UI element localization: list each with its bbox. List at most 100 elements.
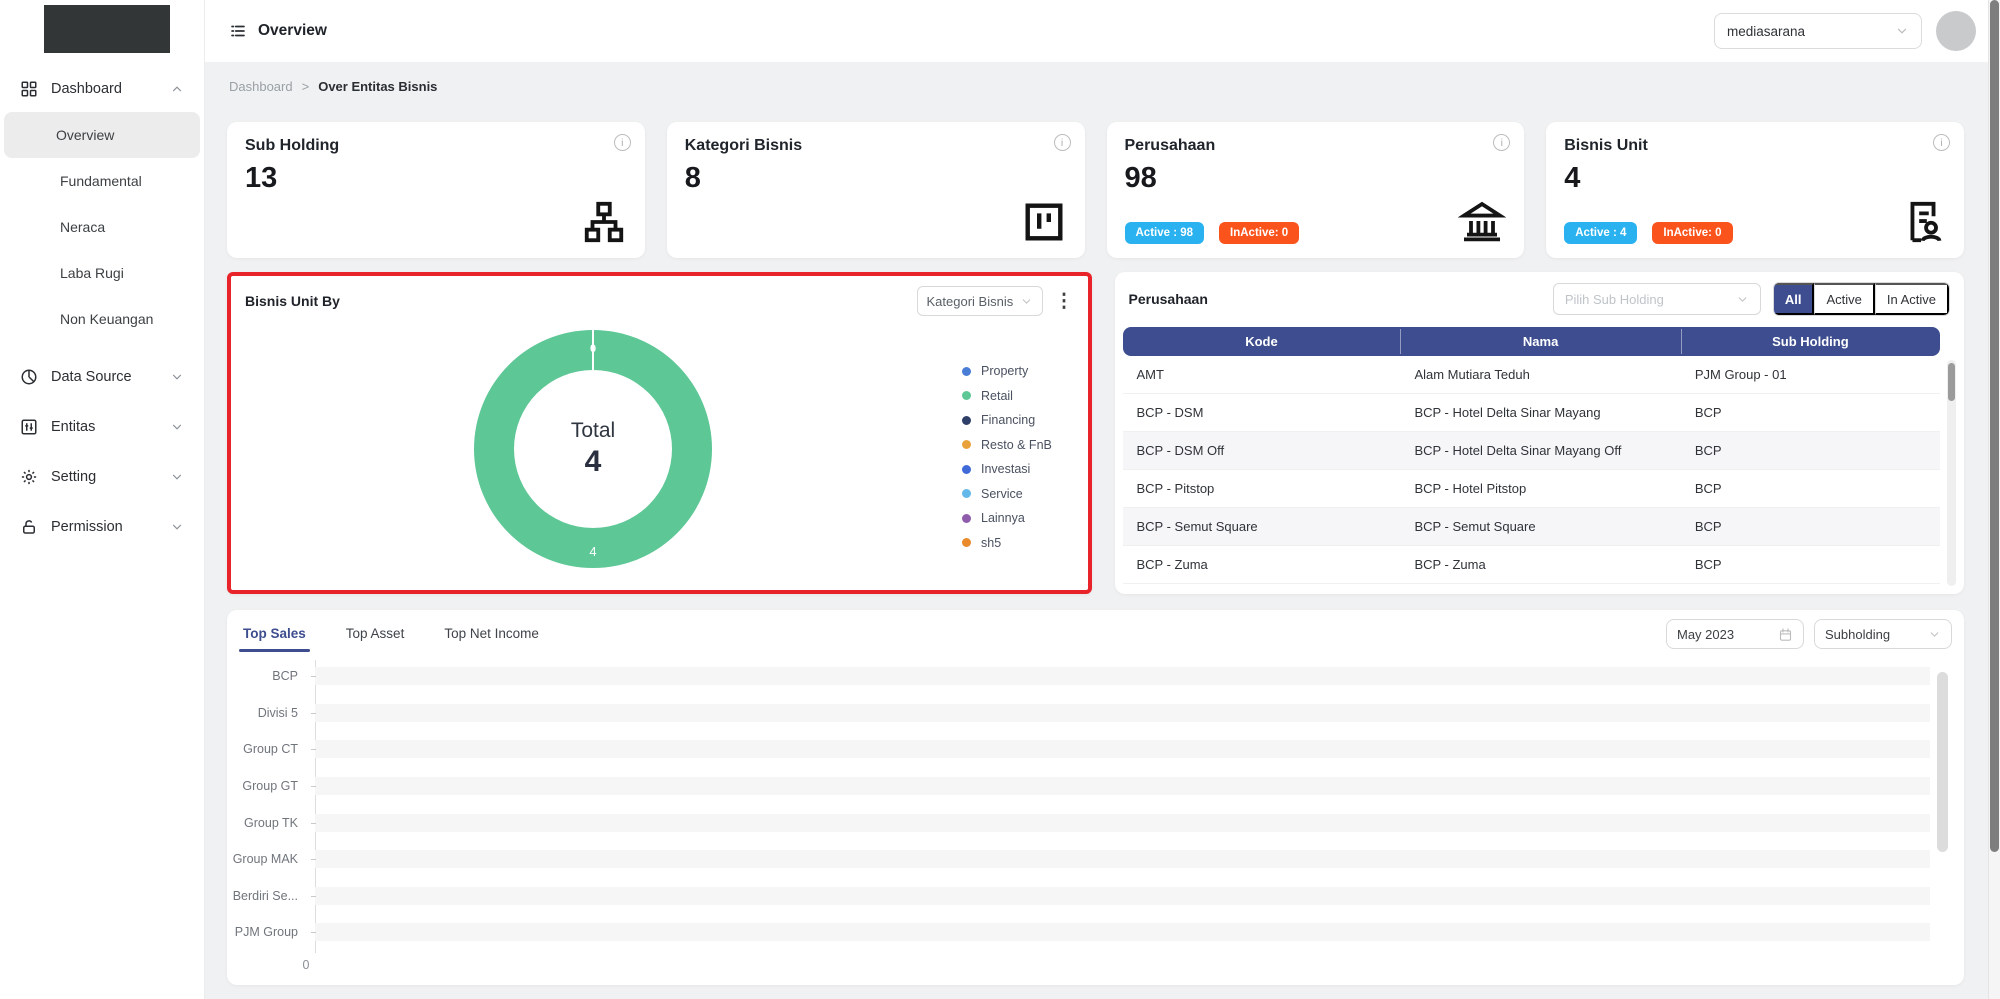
info-icon[interactable]: i [1053,134,1071,151]
donut-total-value: 4 [584,445,602,478]
legend-item-service[interactable]: Service [962,487,1052,501]
legend-label: Service [981,486,1023,501]
donut-chart[interactable]: 0 4 Total 4 [474,330,712,568]
legend-label: Investasi [981,462,1031,476]
status-filter-group: All Active In Active [1772,282,1950,316]
bisnis-unit-by-panel: Bisnis Unit By Kategori Bisnis ⋮ 0 4 Tot… [227,272,1092,594]
kategori-bisnis-select-value: Kategori Bisnis [926,293,1014,309]
chevron-down-icon [1895,24,1909,38]
table-row[interactable]: BCP - Pitstop BCP - Hotel Pitstop BCP [1122,470,1940,508]
tab-top-net-income[interactable]: Top Net Income [444,626,539,641]
legend-item-resto-fnb[interactable]: Resto & FnB [962,438,1052,452]
stat-card-value: 4 [1564,162,1581,194]
legend-item-sh5[interactable]: sh5 [962,536,1052,550]
sidebar-group-entitas[interactable]: Entitas [0,402,204,452]
column-header-kode: Kode [1245,334,1278,349]
stat-card-value: 98 [1124,162,1157,194]
info-icon[interactable]: i [1933,134,1950,151]
chart-scrollbar-thumb[interactable] [1937,672,1948,852]
pilih-sub-holding-select[interactable]: Pilih Sub Holding [1552,283,1761,315]
chart-row-band [315,740,1930,759]
donut-total-label: Total [570,419,616,442]
tenant-select[interactable]: mediasarana [1714,13,1922,49]
legend-label: Financing [981,413,1036,427]
stat-card-title: Bisnis Unit [1564,137,1648,154]
filter-button-active[interactable]: Active [1814,283,1875,315]
sidebar-item-label: Fundamental [60,173,142,189]
table-cell: Alam Mutiara Teduh [1414,367,1530,382]
legend-item-lainnya[interactable]: Lainnya [962,511,1052,525]
breadcrumb-separator: > [301,78,310,94]
y-axis-tick [311,822,316,824]
chart-category-row: Berdiri Se... [227,878,1964,915]
table-cell: BCP - Hotel Delta Sinar Mayang Off [1414,443,1622,458]
table-row[interactable]: BCP - DSM Off BCP - Hotel Delta Sinar May… [1122,432,1940,470]
stat-card-sub-holding: Sub Holding 13 i [227,122,645,258]
filter-button-all[interactable]: All [1773,283,1815,315]
legend-item-retail[interactable]: Retail [962,389,1052,403]
sidebar-item-neraca[interactable]: Neraca [4,204,200,250]
stat-card-title: Perusahaan [1124,137,1216,154]
kategori-bisnis-select[interactable]: Kategori Bisnis [916,286,1043,316]
sidebar-item-non-keuangan[interactable]: Non Keuangan [4,296,200,342]
donut-legend: Property Retail Financing Resto & FnB Invest… [962,364,1052,550]
chart-category-row: Group CT [227,731,1964,768]
info-icon[interactable]: i [1493,134,1511,151]
kebab-menu-icon[interactable]: ⋮ [1054,290,1074,312]
file-user-icon [1900,199,1946,245]
y-axis-tick [311,932,316,934]
legend-item-investasi[interactable]: Investasi [962,462,1052,476]
sidebar-item-fundamental[interactable]: Fundamental [4,158,200,204]
table-scrollbar-thumb[interactable] [1947,363,1955,401]
sidebar-group-label: Entitas [51,419,96,435]
page-title-list-icon[interactable] [229,22,247,40]
stat-cards-row: Sub Holding 13 i Kategori Bisnis 8 i Perusahaa… [227,122,1964,258]
perusahaan-panel: Perusahaan Pilih Sub Holding All Active In… [1114,272,1964,594]
breadcrumb: Dashboard > Over Entitas Bisnis [229,78,1964,94]
sidebar-item-label: Non Keuangan [60,311,154,327]
sidebar-item-laba-rugi[interactable]: Laba Rugi [4,250,200,296]
tab-top-asset[interactable]: Top Asset [345,626,405,641]
info-icon[interactable]: i [613,134,631,151]
y-axis-label: BCP [272,669,298,684]
table-row[interactable]: AMT Alam Mutiara Teduh PJM Group - 01 [1122,356,1940,394]
table-cell: BCP - Pitstop [1136,481,1215,496]
sidebar-item-label: Neraca [60,219,106,235]
sidebar-group-permission[interactable]: Permission [0,502,204,552]
period-date-picker[interactable]: May 2023 [1666,619,1804,649]
user-avatar[interactable] [1936,11,1976,51]
page-scrollbar-thumb[interactable] [1990,0,1999,852]
sidebar-group-dashboard[interactable]: Dashboard [0,70,204,108]
sidebar-group-data-source[interactable]: Data Source [0,352,204,402]
badge-inactive: InActive: 0 [1219,222,1300,244]
stat-card-kategori-bisnis: Kategori Bisnis 8 i [666,122,1085,258]
legend-item-financing[interactable]: Financing [962,413,1052,427]
sliders-icon [20,418,38,436]
legend-label: Lainnya [981,511,1025,525]
column-header-sub-holding: Sub Holding [1680,329,1940,354]
page-title: Overview [258,22,327,39]
sidebar-item-overview[interactable]: Overview [4,112,200,158]
table-cell: PJM Group - 01 [1694,367,1787,382]
filter-button-in-active[interactable]: In Active [1874,283,1949,315]
donut-segment-label-bottom: 4 [589,544,597,559]
legend-item-property[interactable]: Property [962,364,1052,378]
table-row[interactable]: BCP - Semut Square BCP - Semut Square BCP [1122,508,1940,546]
tab-top-sales[interactable]: Top Sales [239,617,310,652]
table-cell: BCP [1694,557,1722,572]
lock-icon [20,518,38,536]
chevron-down-icon [170,420,184,434]
sidebar-group-setting[interactable]: Setting [0,452,204,502]
table-row[interactable]: BCP - Zuma BCP - Zuma BCP [1122,546,1940,584]
chevron-down-icon [1928,628,1941,641]
legend-label: sh5 [981,535,1002,550]
legend-label: Property [981,364,1029,378]
sidebar-item-label: Overview [56,127,115,143]
pie-icon [20,368,38,386]
breadcrumb-dashboard[interactable]: Dashboard [229,78,293,94]
scope-select[interactable]: Subholding [1814,619,1952,649]
chevron-down-icon [170,470,184,484]
chart-category-row: Group GT [227,768,1964,805]
table-row[interactable]: BCP - DSM BCP - Hotel Delta Sinar Mayang B… [1122,394,1940,432]
badge-inactive: InActive: 0 [1652,222,1733,244]
